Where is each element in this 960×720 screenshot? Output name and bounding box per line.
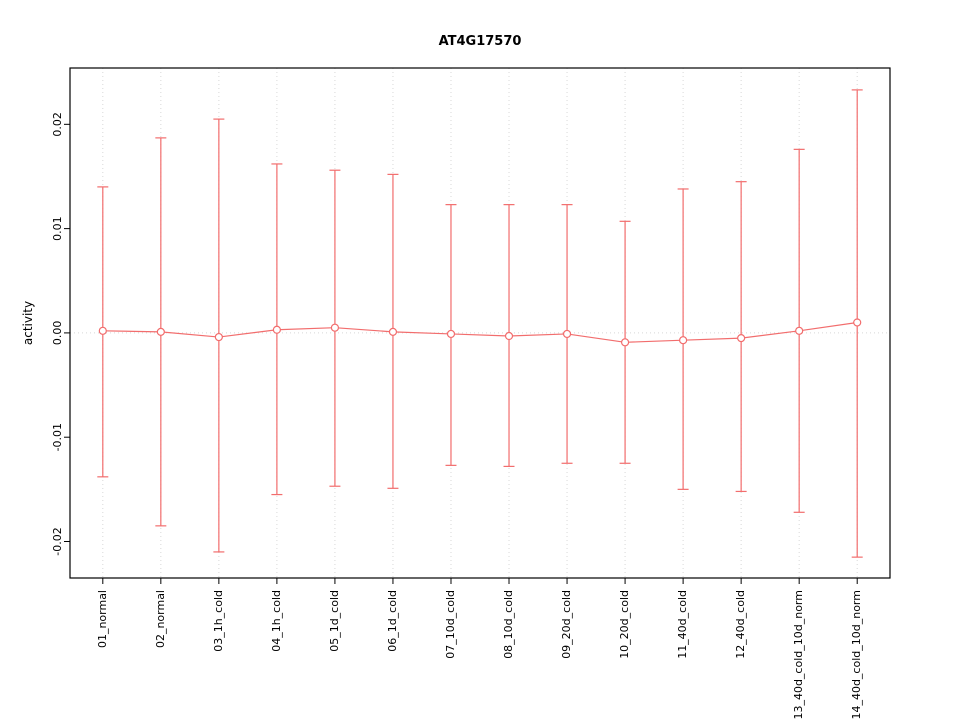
y-tick-label: 0.01 bbox=[51, 216, 64, 241]
data-point bbox=[98, 326, 107, 335]
x-tick-label: 10_20d_cold bbox=[618, 590, 631, 659]
y-tick-label: 0.02 bbox=[51, 112, 64, 137]
data-point bbox=[272, 325, 281, 334]
x-tick-label: 03_1h_cold bbox=[212, 590, 225, 652]
x-tick-label: 04_1h_cold bbox=[270, 590, 283, 652]
x-tick-label: 02_normal bbox=[154, 590, 167, 648]
data-point bbox=[388, 327, 398, 336]
x-tick-label: 07_10d_cold bbox=[444, 590, 457, 659]
data-point bbox=[214, 332, 223, 342]
x-tick-label: 05_1d_cold bbox=[328, 590, 341, 652]
data-point bbox=[446, 329, 456, 339]
y-tick-label: -0.01 bbox=[51, 423, 64, 451]
series-line bbox=[102, 321, 858, 343]
data-point bbox=[562, 329, 572, 339]
x-tick-label: 12_40d_cold bbox=[734, 590, 747, 659]
x-tick-label: 14_40d_cold_10d_norm bbox=[850, 590, 863, 720]
chart-title: AT4G17570 bbox=[438, 34, 522, 49]
y-tick-label: -0.02 bbox=[51, 527, 64, 555]
data-point bbox=[330, 323, 340, 332]
y-tick-label: 0.00 bbox=[51, 321, 64, 346]
x-tick-label: 01_normal bbox=[96, 590, 109, 648]
data-point bbox=[156, 327, 165, 336]
x-tick-label: 08_10d_cold bbox=[502, 590, 515, 659]
data-point bbox=[620, 338, 630, 347]
data-point bbox=[737, 334, 746, 343]
plot-border bbox=[69, 67, 891, 579]
data-point bbox=[504, 331, 514, 341]
x-tick-label: 06_1d_cold bbox=[386, 590, 399, 652]
x-tick-label: 13_40d_cold_10d_norm bbox=[792, 590, 805, 720]
x-tick-label: 09_20d_cold bbox=[560, 590, 573, 659]
data-point bbox=[795, 326, 804, 335]
data-point bbox=[853, 318, 862, 327]
data-point bbox=[679, 336, 688, 345]
x-tick-label: 11_40d_cold bbox=[676, 590, 689, 659]
